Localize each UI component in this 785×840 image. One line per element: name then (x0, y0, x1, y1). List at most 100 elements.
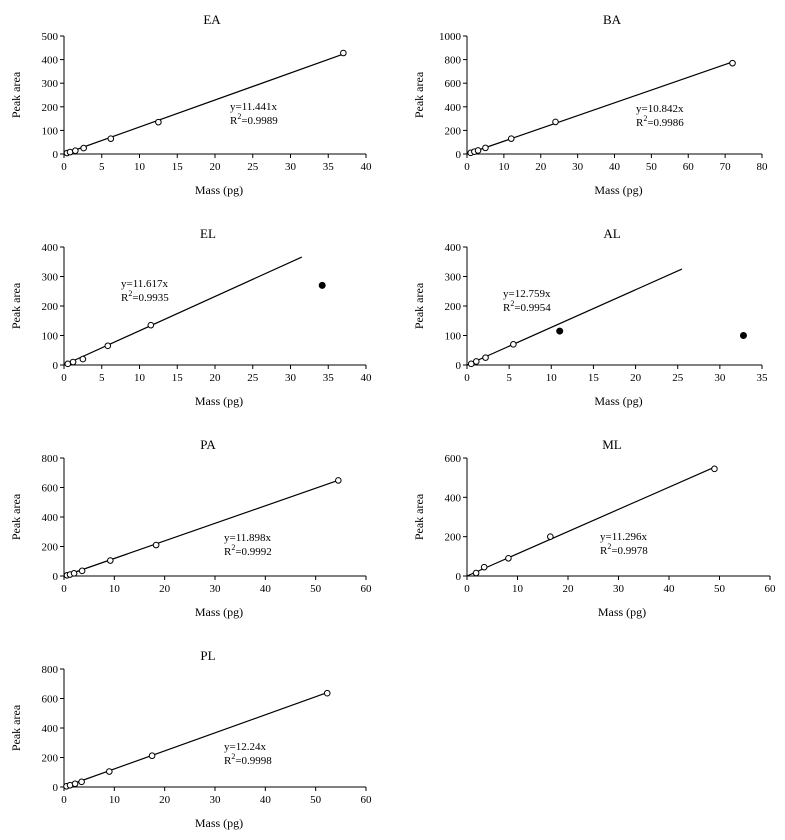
x-axis-label: Mass (pg) (598, 605, 646, 619)
y-axis-label: Peak area (412, 493, 426, 540)
y-tick-label: 100 (42, 331, 59, 343)
fit-line (63, 256, 303, 366)
y-tick-label: 200 (445, 301, 462, 313)
y-tick-label: 800 (445, 55, 462, 67)
x-tick-label: 40 (260, 583, 272, 595)
x-tick-label: 30 (210, 794, 222, 806)
r-squared-superscript: 2 (237, 112, 241, 121)
r-squared-superscript: 2 (510, 299, 514, 308)
x-tick-label: 60 (361, 794, 373, 806)
y-tick-label: 300 (42, 78, 59, 90)
chart-panel-pa: 0 200 400 600 800 0 10 20 30 40 50 60 PA Mass (pg) Pea… (9, 437, 372, 619)
fit-line (63, 692, 328, 788)
r-squared-prefix: R (503, 302, 511, 314)
r-squared-value: =0.9998 (235, 755, 272, 767)
data-point (482, 144, 489, 152)
y-axis-label: Peak area (9, 493, 23, 540)
r-squared-label: R2=0.9992 (224, 543, 272, 558)
r-squared-value: =0.9992 (235, 546, 271, 558)
y-tick-label: 200 (445, 125, 462, 137)
x-tick-label: 20 (535, 161, 547, 173)
y-tick-label: 400 (42, 242, 59, 254)
data-point (729, 59, 736, 67)
r-squared-value: =0.9978 (611, 545, 648, 557)
r-squared-label: R2=0.9998 (224, 752, 272, 767)
x-tick-label: 0 (61, 794, 67, 806)
x-tick-label: 35 (323, 161, 335, 173)
x-tick-label: 20 (210, 161, 222, 173)
fit-equation: y=11.441x (230, 101, 278, 113)
fit-equation: y=12.24x (224, 741, 266, 753)
fit-equation: y=11.617x (121, 278, 169, 290)
x-tick-label: 20 (630, 372, 642, 384)
data-point (107, 557, 114, 564)
x-tick-label: 0 (61, 161, 67, 173)
fit-equation: y=11.296x (600, 531, 648, 543)
data-point (78, 567, 86, 575)
data-point (711, 465, 718, 473)
y-tick-label: 300 (42, 272, 59, 284)
y-tick-label: 400 (445, 102, 462, 114)
x-tick-label: 40 (260, 794, 272, 806)
chart-title: BA (603, 12, 622, 27)
x-tick-label: 0 (61, 372, 67, 384)
x-tick-label: 0 (464, 161, 470, 173)
data-point (80, 144, 87, 152)
outlier-point (739, 332, 747, 339)
data-point (335, 477, 342, 484)
y-tick-label: 400 (445, 242, 462, 254)
data-point (106, 768, 113, 775)
data-point (510, 341, 517, 348)
data-point (482, 354, 489, 361)
data-point (66, 148, 74, 156)
x-axis-label: Mass (pg) (195, 605, 243, 619)
x-tick-label: 70 (720, 161, 732, 173)
fit-equation: y=10.842x (636, 103, 684, 115)
r-squared-superscript: 2 (231, 543, 235, 552)
data-point (472, 358, 480, 365)
x-tick-label: 5 (99, 161, 105, 173)
outlier-point (318, 281, 326, 289)
x-tick-label: 40 (361, 161, 373, 173)
y-tick-label: 600 (42, 694, 59, 706)
y-tick-label: 200 (445, 532, 462, 544)
data-point (547, 533, 554, 540)
data-point (155, 118, 162, 126)
r-squared-label: R2=0.9954 (503, 299, 551, 314)
x-tick-label: 25 (247, 161, 259, 173)
r-squared-superscript: 2 (607, 542, 611, 551)
x-tick-label: 5 (99, 372, 105, 384)
r-squared-label: R2=0.9986 (636, 114, 684, 129)
x-tick-label: 20 (563, 583, 575, 595)
x-tick-label: 50 (646, 161, 658, 173)
y-tick-label: 100 (42, 125, 59, 137)
r-squared-prefix: R (600, 545, 608, 557)
fit-line (466, 466, 715, 577)
x-tick-label: 30 (285, 372, 297, 384)
data-point (72, 147, 79, 154)
r-squared-prefix: R (121, 292, 129, 304)
x-tick-label: 50 (310, 583, 322, 595)
chart-title: AL (603, 226, 620, 241)
x-tick-label: 15 (172, 372, 184, 384)
y-tick-label: 0 (53, 149, 59, 161)
y-tick-label: 0 (456, 360, 462, 372)
data-point (71, 780, 79, 788)
fit-line (466, 268, 683, 366)
x-tick-label: 0 (464, 372, 470, 384)
r-squared-prefix: R (224, 546, 232, 558)
fit-line (63, 479, 339, 577)
x-tick-label: 20 (210, 372, 222, 384)
y-axis-label: Peak area (9, 704, 23, 751)
y-tick-label: 1000 (439, 31, 462, 43)
x-tick-label: 30 (210, 583, 222, 595)
r-squared-prefix: R (636, 117, 644, 129)
r-squared-superscript: 2 (643, 114, 647, 123)
x-tick-label: 60 (361, 583, 373, 595)
x-tick-label: 40 (609, 161, 621, 173)
y-tick-label: 400 (42, 512, 59, 524)
x-tick-label: 50 (714, 583, 726, 595)
r-squared-label: R2=0.9935 (121, 289, 169, 304)
y-axis-label: Peak area (9, 71, 23, 118)
